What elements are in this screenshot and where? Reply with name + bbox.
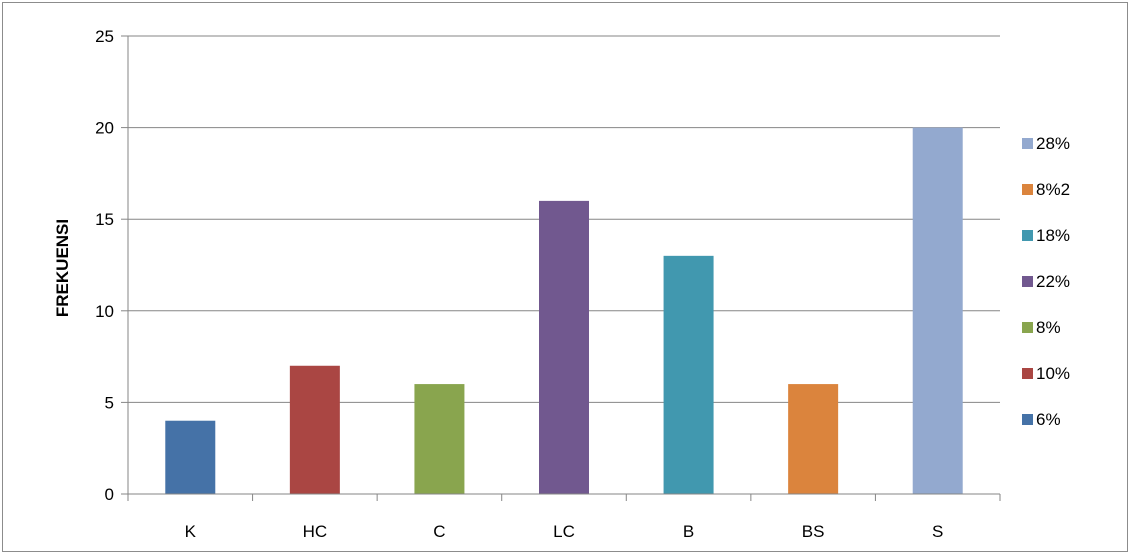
legend-swatch <box>1022 138 1033 149</box>
y-tick-label: 0 <box>105 485 114 504</box>
bar-k <box>165 420 216 494</box>
bar-bs <box>788 384 839 494</box>
bar-hc <box>289 365 340 494</box>
y-tick-labels: 0 5 10 15 20 25 <box>95 27 114 504</box>
x-tick-label: BS <box>802 522 825 541</box>
bars <box>165 127 963 494</box>
bar-b <box>663 255 714 494</box>
bar-c <box>414 384 465 494</box>
legend-label: 8% <box>1036 318 1061 337</box>
legend-label: 10% <box>1036 364 1070 383</box>
y-axis-label: FREKUENSI <box>53 219 72 317</box>
legend-swatch <box>1022 230 1033 241</box>
legend: 28% 8%2 18% 22% 8% 10% 6% <box>1022 134 1070 429</box>
axes <box>127 36 1001 501</box>
legend-swatch <box>1022 322 1033 333</box>
y-tick-label: 10 <box>95 302 114 321</box>
legend-label: 6% <box>1036 410 1061 429</box>
x-tick-label: K <box>185 522 197 541</box>
x-tick-label: S <box>932 522 943 541</box>
legend-swatch <box>1022 414 1033 425</box>
y-tick-label: 15 <box>95 210 114 229</box>
legend-swatch <box>1022 368 1033 379</box>
y-tick-label: 5 <box>105 393 114 412</box>
legend-label: 8%2 <box>1036 180 1070 199</box>
x-tick-label: B <box>683 522 694 541</box>
legend-label: 18% <box>1036 226 1070 245</box>
y-tick-label: 20 <box>95 119 114 138</box>
x-tick-label: HC <box>303 522 328 541</box>
x-tick-labels: K HC C LC B BS S <box>185 522 944 541</box>
y-tick-label: 25 <box>95 27 114 46</box>
legend-swatch <box>1022 184 1033 195</box>
x-tick-label: C <box>433 522 445 541</box>
legend-label: 22% <box>1036 272 1070 291</box>
x-tick-label: LC <box>553 522 575 541</box>
legend-swatch <box>1022 276 1033 287</box>
bar-lc <box>539 200 589 494</box>
legend-label: 28% <box>1036 134 1070 153</box>
bar-s <box>912 127 963 494</box>
